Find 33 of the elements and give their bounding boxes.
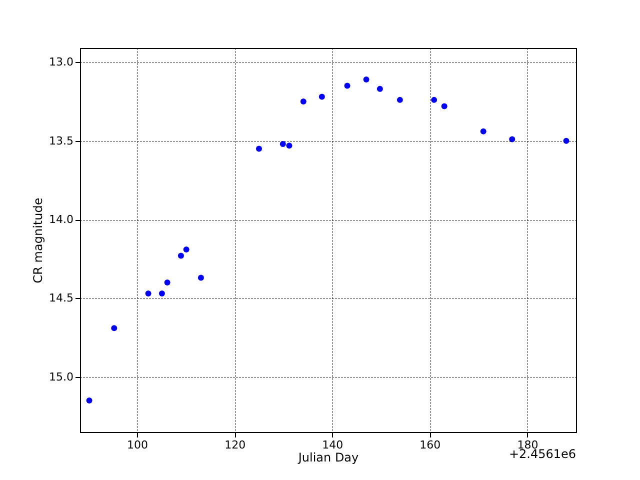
point <box>376 86 383 92</box>
point <box>441 103 448 110</box>
y-axis-title: CR magnitude <box>31 198 46 284</box>
point <box>145 290 152 296</box>
y-tick-label: 15.0 <box>49 370 74 384</box>
y-tick-label: 14.5 <box>49 292 74 305</box>
x-tick-label: 120 <box>224 438 246 452</box>
point <box>300 98 306 104</box>
point <box>280 141 286 147</box>
x-tick-label: 140 <box>322 438 344 452</box>
point <box>111 325 118 332</box>
point <box>396 96 403 103</box>
point <box>480 128 486 134</box>
point <box>164 280 170 286</box>
point <box>178 252 184 259</box>
point <box>286 142 292 149</box>
point <box>509 136 516 142</box>
point <box>431 96 438 103</box>
point <box>318 94 325 100</box>
point <box>86 398 92 404</box>
point <box>158 290 165 296</box>
point <box>344 82 350 89</box>
y-tick-label: 13.0 <box>49 56 74 69</box>
point <box>183 246 190 252</box>
x-tick-label: 100 <box>127 438 148 452</box>
point <box>563 138 570 144</box>
y-tick-label: 13.5 <box>49 134 74 148</box>
x-axis-title: Julian Day <box>297 450 359 464</box>
y-tick-label: 14.0 <box>49 213 74 226</box>
point <box>198 274 204 281</box>
point <box>363 76 370 82</box>
x-tick-label: 160 <box>420 438 441 452</box>
point <box>256 146 262 152</box>
